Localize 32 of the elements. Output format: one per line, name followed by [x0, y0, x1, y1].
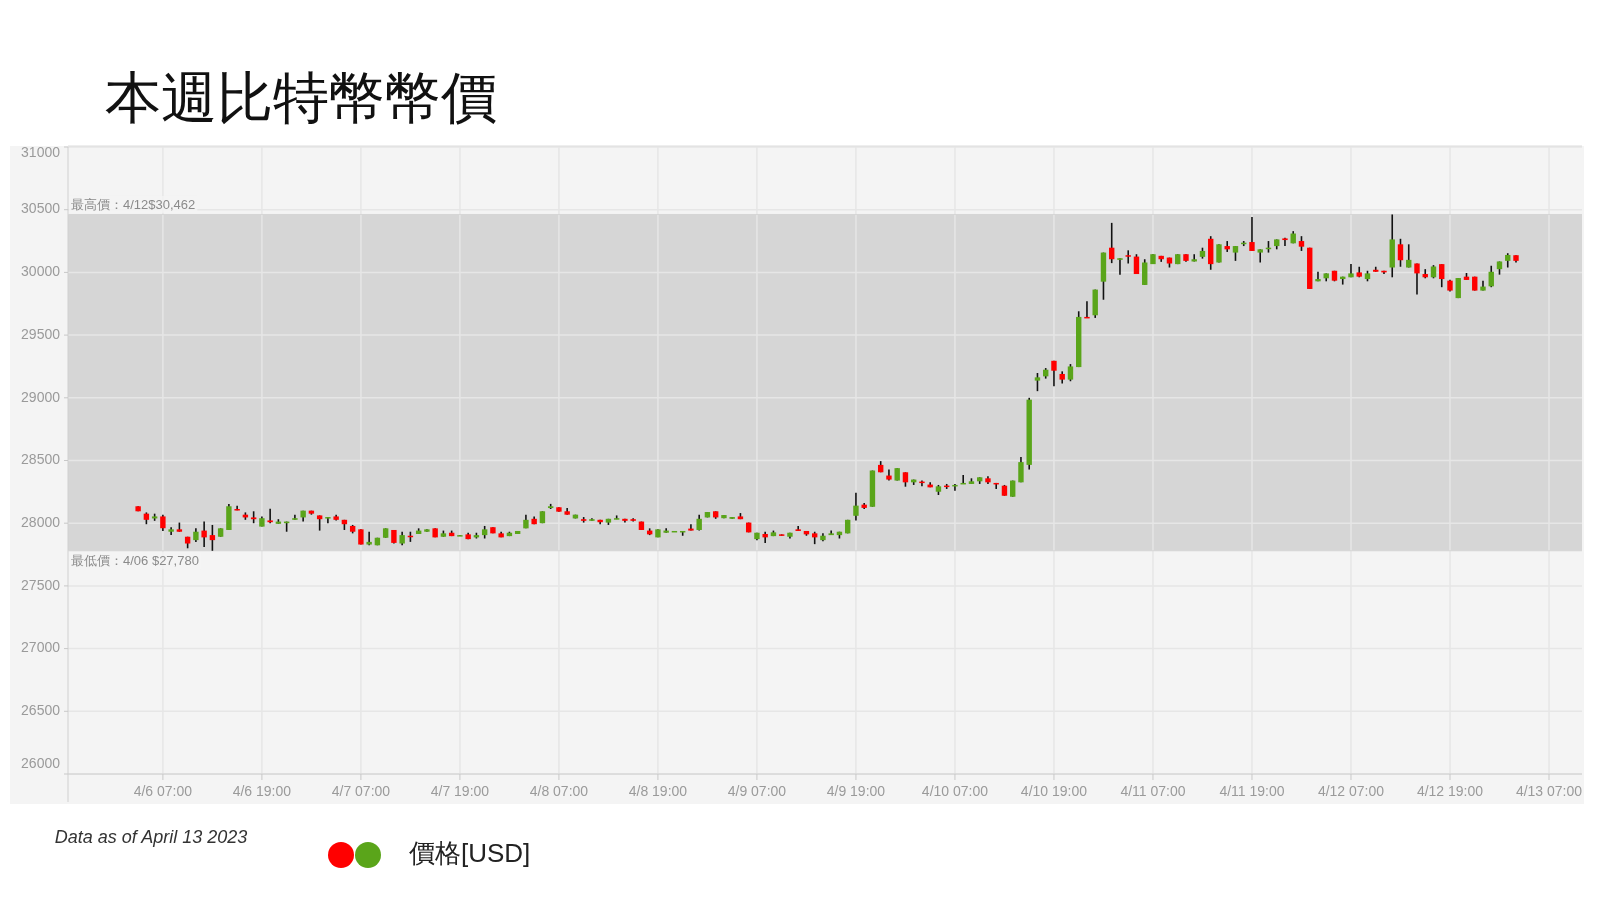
text: Data as of April 13 2023 — [54, 827, 248, 847]
x-tick-label: 4/8 19:00 — [628, 783, 688, 799]
legend-label: 價格[USD] — [409, 837, 531, 868]
x-tick-label: 4/9 19:00 — [826, 783, 886, 799]
x-tick-label: 4/12 07:00 — [1317, 783, 1385, 799]
y-tick-label: 28500 — [21, 451, 61, 468]
y-tick-label: 31000 — [21, 143, 61, 160]
x-tick-label: 4/7 19:00 — [430, 783, 490, 799]
x-tick-label: 4/7 07:00 — [331, 783, 391, 799]
ref-line-label: 最低價：4/06 $27,780 — [71, 553, 199, 569]
y-tick-label: 30500 — [21, 200, 61, 217]
y-tick-label: 27500 — [21, 576, 61, 593]
x-tick-label: 4/12 19:00 — [1416, 783, 1484, 799]
x-tick-label: 4/11 07:00 — [1120, 783, 1186, 799]
y-tick-label: 26500 — [21, 702, 61, 718]
y-tick-label: 26000 — [21, 754, 61, 771]
y-tick-label: 27000 — [21, 639, 61, 656]
y-tick-label: 29500 — [21, 325, 61, 342]
x-tick-label: 4/9 07:00 — [727, 783, 787, 799]
legend: 價格[USD] — [328, 837, 531, 868]
ref-line-label: 最高價：4/12$30,462 — [71, 196, 196, 212]
x-tick-label: 4/13 07:00 — [1515, 783, 1583, 799]
y-tick-label: 29000 — [21, 388, 61, 405]
y-tick-label: 28000 — [21, 513, 61, 530]
y-tick-label: 30000 — [21, 263, 61, 280]
x-tick-label: 4/6 07:00 — [133, 783, 193, 799]
x-tick-label: 4/10 19:00 — [1020, 783, 1088, 799]
x-tick-label: 4/8 07:00 — [529, 783, 589, 799]
x-tick-label: 4/11 19:00 — [1219, 783, 1285, 799]
x-tick-label: 4/6 19:00 — [232, 783, 292, 799]
chart-title: 本週比特幣幣價 — [105, 66, 497, 129]
x-tick-label: 4/10 07:00 — [921, 783, 989, 799]
